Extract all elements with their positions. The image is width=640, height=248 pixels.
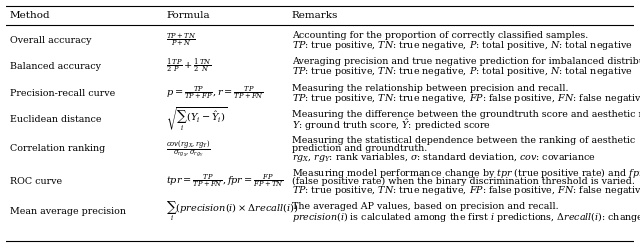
- Text: $TP$: true positive, $TN$: true negative, $P$: total positive, $N$: total negati: $TP$: true positive, $TN$: true negative…: [292, 65, 632, 78]
- Text: Measuring the relationship between precision and recall.: Measuring the relationship between preci…: [292, 84, 568, 93]
- Text: $\frac{TP+TN}{P+N}$: $\frac{TP+TN}{P+N}$: [166, 32, 196, 49]
- Text: $TP$: true positive, $TN$: true negative, $FP$: false positive, $FN$: false nega: $TP$: true positive, $TN$: true negative…: [292, 184, 640, 197]
- Text: Precision-recall curve: Precision-recall curve: [10, 89, 115, 98]
- Text: $\sqrt{\sum_i(Y_i - \hat{Y}_i)}$: $\sqrt{\sum_i(Y_i - \hat{Y}_i)}$: [166, 106, 227, 133]
- Text: $\frac{1}{2}\frac{TP}{P} + \frac{1}{2}\frac{TN}{N}$: $\frac{1}{2}\frac{TP}{P} + \frac{1}{2}\f…: [166, 57, 212, 76]
- Text: (false positive rate) when the binary discrimination threshold is varied.: (false positive rate) when the binary di…: [292, 177, 635, 186]
- Text: Method: Method: [10, 11, 50, 20]
- Text: $tpr = \frac{TP}{TP+FN}, fpr = \frac{FP}{FP+TN}$: $tpr = \frac{TP}{TP+FN}, fpr = \frac{FP}…: [166, 173, 284, 190]
- Text: ROC curve: ROC curve: [10, 177, 61, 186]
- Text: $\frac{cov(rg_X,rg_Y)}{\sigma_{rg_X},\sigma_{rg_Y}}$: $\frac{cov(rg_X,rg_Y)}{\sigma_{rg_X},\si…: [166, 139, 211, 159]
- Text: $p = \frac{TP}{TP+FP}, r = \frac{TP}{TP+FN}$: $p = \frac{TP}{TP+FP}, r = \frac{TP}{TP+…: [166, 85, 264, 102]
- Text: $TP$: true positive, $TN$: true negative, $FP$: false positive, $FN$: false nega: $TP$: true positive, $TN$: true negative…: [292, 92, 640, 105]
- Text: Measuring the difference between the groundtruth score and aesthetic ratings.: Measuring the difference between the gro…: [292, 110, 640, 119]
- Text: Formula: Formula: [166, 11, 210, 20]
- Text: Remarks: Remarks: [292, 11, 338, 20]
- Text: $Y$: ground truth score, $\hat{Y}$: predicted score: $Y$: ground truth score, $\hat{Y}$: pred…: [292, 117, 491, 133]
- Text: Correlation ranking: Correlation ranking: [10, 144, 105, 154]
- Text: Balanced accuracy: Balanced accuracy: [10, 62, 100, 71]
- Text: Overall accuracy: Overall accuracy: [10, 36, 91, 45]
- Text: Mean average precision: Mean average precision: [10, 207, 125, 216]
- Text: Measuring the statistical dependence between the ranking of aesthetic: Measuring the statistical dependence bet…: [292, 136, 635, 145]
- Text: Accounting for the proportion of correctly classified samples.: Accounting for the proportion of correct…: [292, 31, 588, 40]
- Text: The averaged AP values, based on precision and recall.: The averaged AP values, based on precisi…: [292, 202, 559, 211]
- Text: Measuring model performance change by $tpr$ (true positive rate) and $fpr$: Measuring model performance change by $t…: [292, 166, 640, 180]
- Text: prediction and groundtruth.: prediction and groundtruth.: [292, 144, 427, 154]
- Text: $\sum_i(precision(i) \times \Delta recall(i))$: $\sum_i(precision(i) \times \Delta recal…: [166, 200, 299, 223]
- Text: Euclidean distance: Euclidean distance: [10, 115, 101, 124]
- Text: $precision(i)$ is calculated among the first $i$ predictions, $\Delta recall(i)$: $precision(i)$ is calculated among the f…: [292, 210, 640, 224]
- Text: $rg_X$, $rg_Y$: rank variables, $\sigma$: standard deviation, $cov$: covariance: $rg_X$, $rg_Y$: rank variables, $\sigma$…: [292, 151, 595, 164]
- Text: $TP$: true positive, $TN$: true negative, $P$: total positive, $N$: total negati: $TP$: true positive, $TN$: true negative…: [292, 39, 632, 52]
- Text: Averaging precision and true negative prediction for imbalanced distribution.: Averaging precision and true negative pr…: [292, 57, 640, 66]
